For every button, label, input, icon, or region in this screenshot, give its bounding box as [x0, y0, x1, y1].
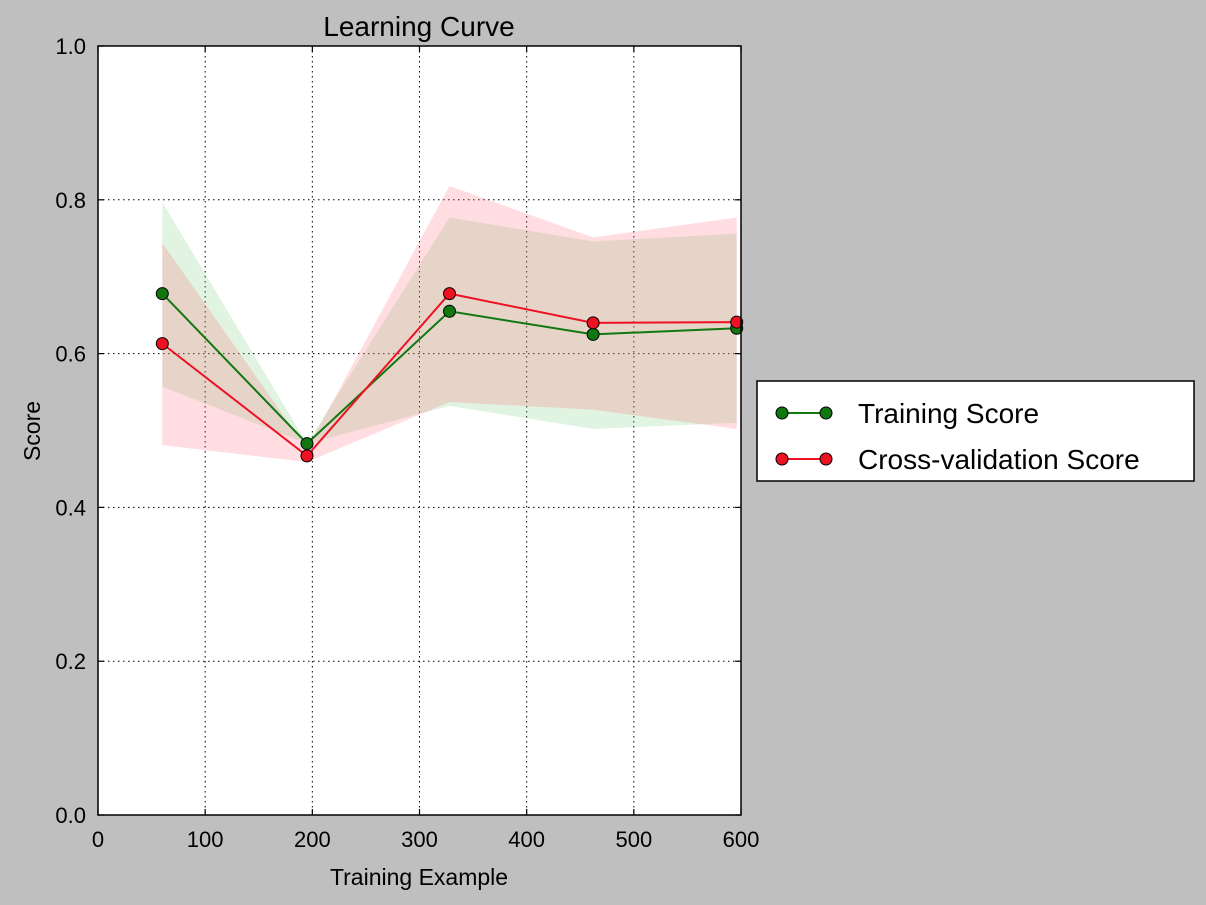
data-point	[730, 315, 744, 329]
y-axis-label: Score	[19, 401, 45, 461]
x-tick-labels: 0 100 200 300 400 500 600	[92, 827, 759, 852]
legend-entry-cross-validation: Cross-validation Score	[775, 444, 1140, 475]
grid-lines	[98, 46, 741, 815]
data-point	[155, 337, 169, 351]
legend-box	[756, 380, 1195, 482]
y-tick-label: 0.6	[55, 342, 86, 367]
legend-marker	[775, 406, 789, 420]
legend-entry-training: Training Score	[775, 398, 1039, 429]
y-tick-labels: 0.0 0.2 0.4 0.6 0.8 1.0	[55, 34, 86, 828]
y-tick-label: 0.2	[55, 649, 86, 674]
y-tick-label: 0.0	[55, 803, 86, 828]
x-tick-label: 600	[723, 827, 760, 852]
x-tick-label: 400	[508, 827, 545, 852]
x-tick-label: 100	[187, 827, 224, 852]
x-tick-label: 200	[294, 827, 331, 852]
legend-label-training: Training Score	[858, 398, 1039, 429]
data-point	[155, 287, 169, 301]
legend: Training Score Cross-validation Score	[756, 380, 1195, 482]
x-tick-label: 0	[92, 827, 104, 852]
legend-label-cross-validation: Cross-validation Score	[858, 444, 1140, 475]
data-point	[443, 287, 457, 301]
confidence-bands	[162, 185, 737, 463]
data-point	[300, 449, 314, 463]
x-tick-label: 300	[401, 827, 438, 852]
x-axis-label: Training Example	[330, 864, 508, 890]
confidence-band	[162, 185, 737, 463]
y-tick-label: 0.8	[55, 188, 86, 213]
chart-title: Learning Curve	[323, 11, 514, 42]
legend-marker	[819, 406, 833, 420]
legend-marker	[775, 452, 789, 466]
y-tick-label: 1.0	[55, 34, 86, 59]
data-point	[443, 304, 457, 318]
x-tick-label: 500	[615, 827, 652, 852]
data-point	[586, 327, 600, 341]
y-tick-label: 0.4	[55, 495, 86, 520]
axis-ticks	[97, 45, 742, 816]
data-point	[586, 316, 600, 330]
series-markers	[155, 287, 744, 463]
data-point	[300, 437, 314, 451]
confidence-band	[162, 202, 737, 444]
legend-marker	[819, 452, 833, 466]
